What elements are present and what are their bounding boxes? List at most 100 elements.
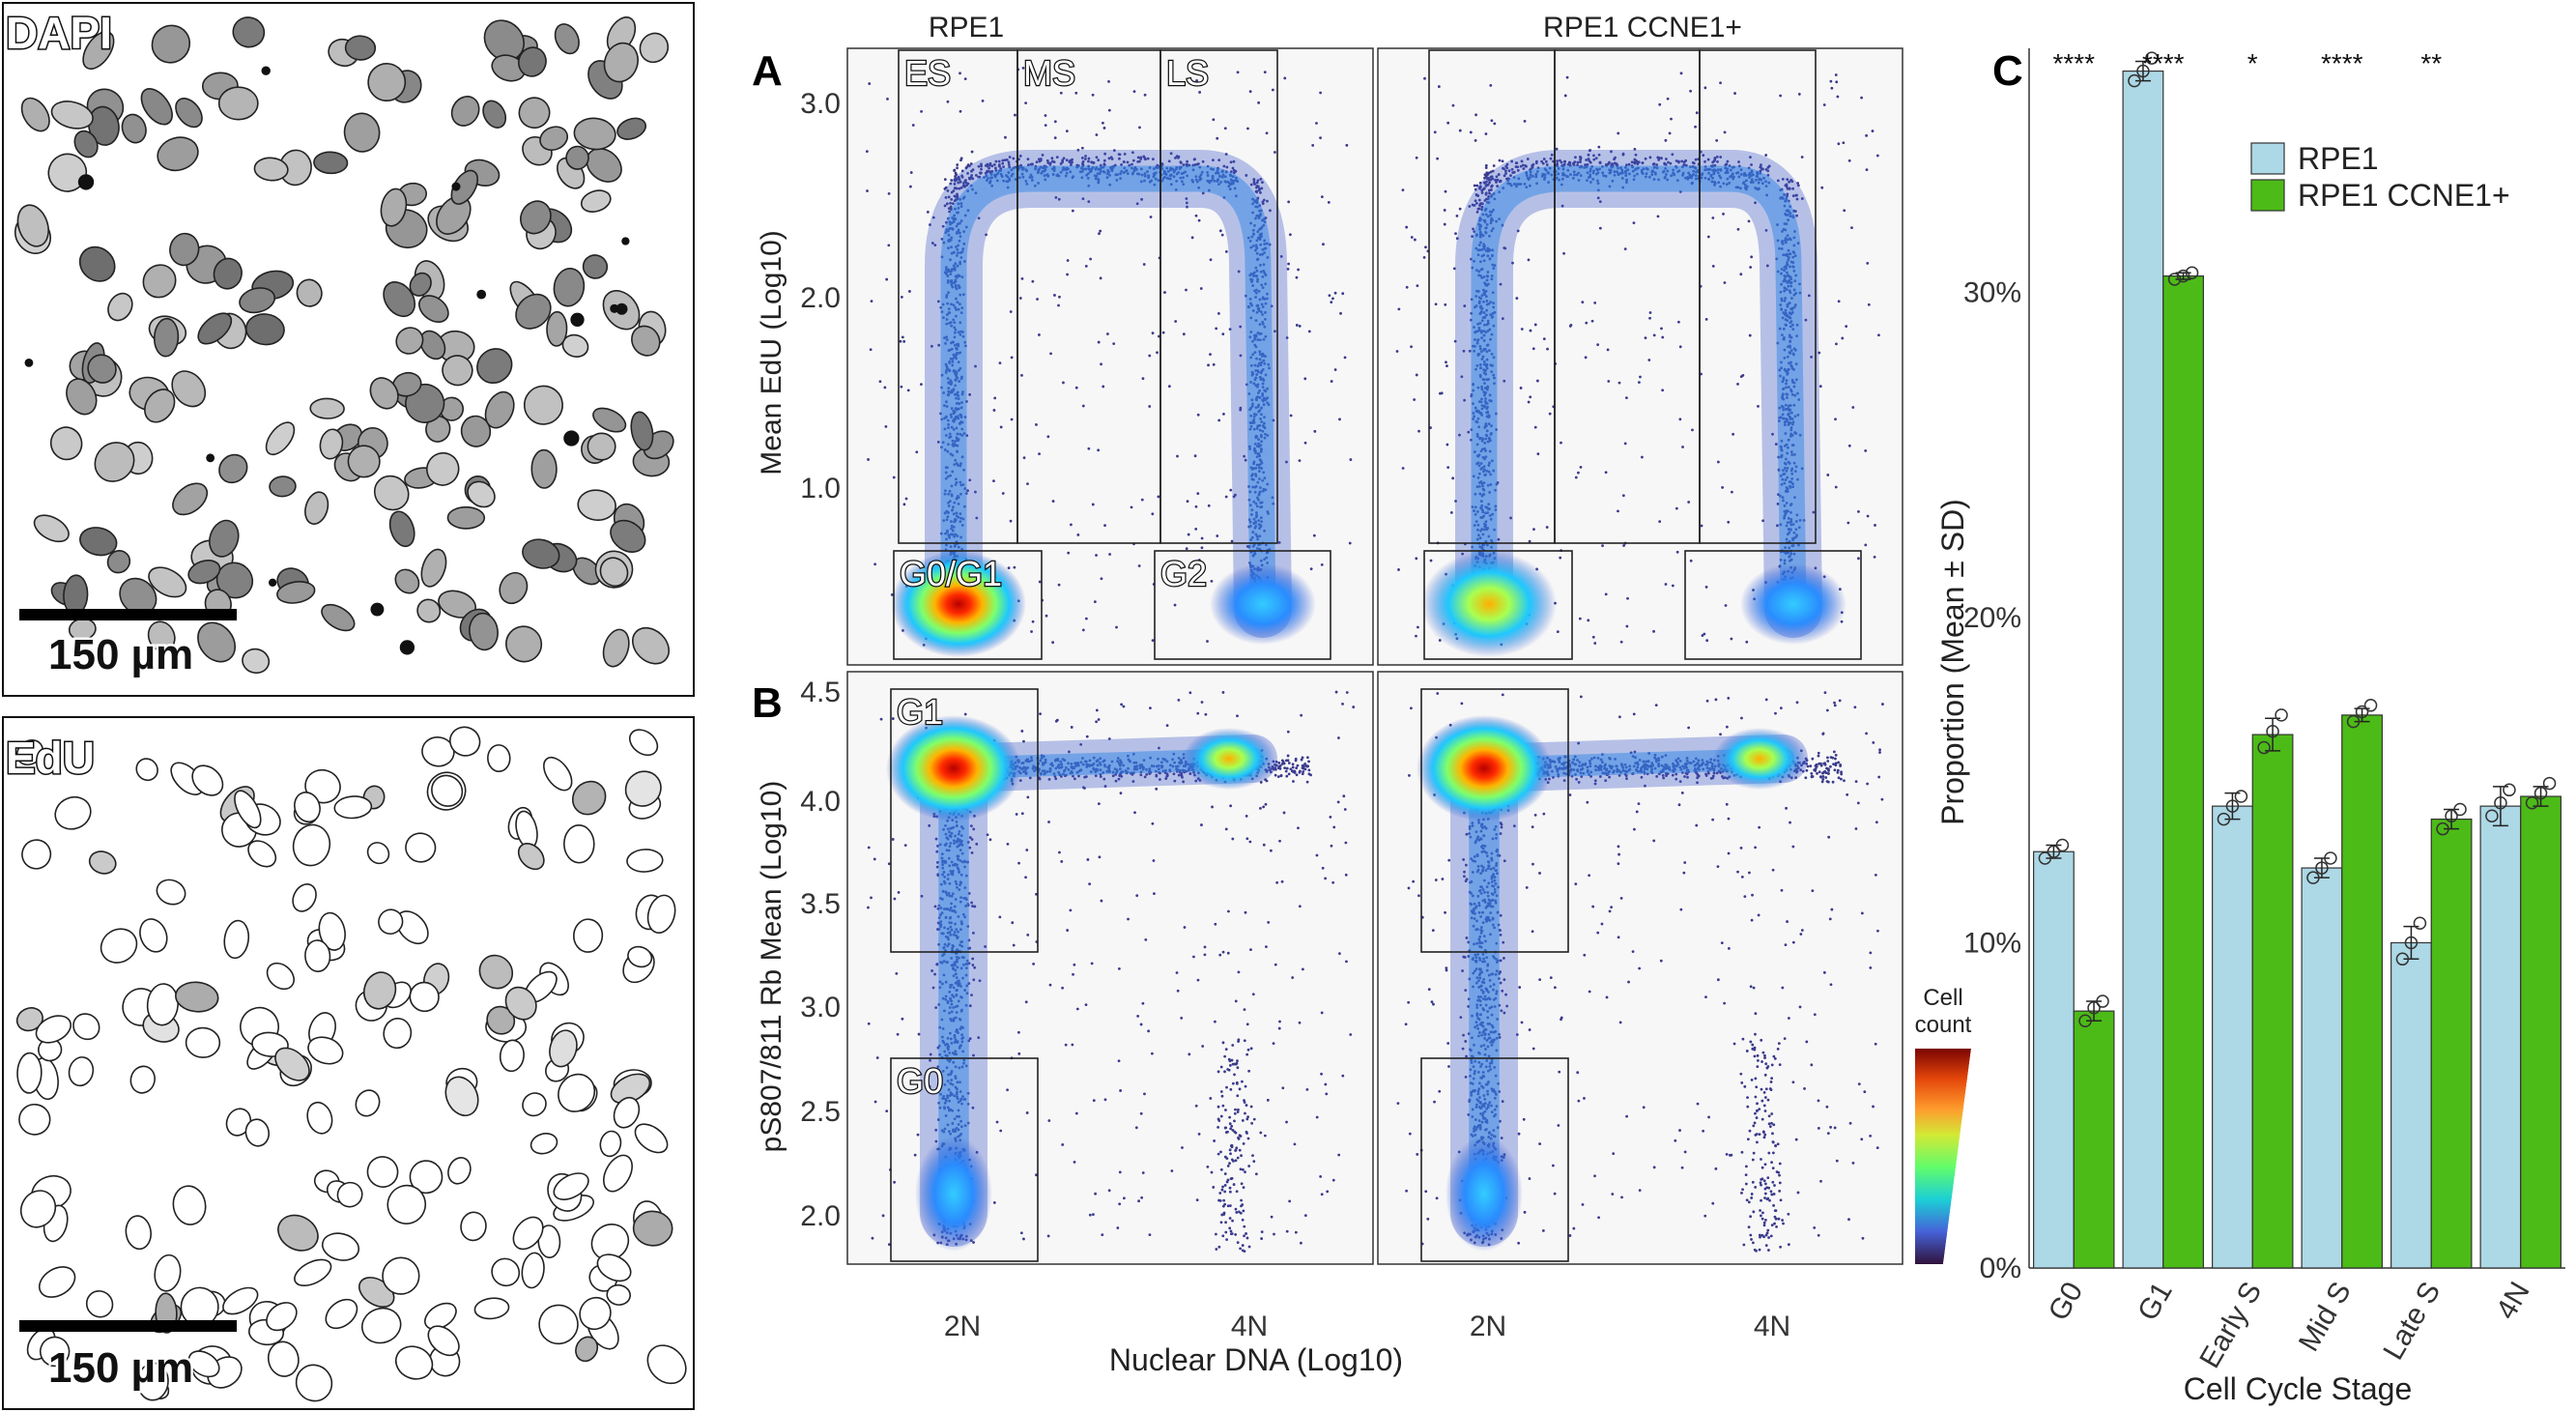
cell-event [1236, 714, 1239, 717]
cell-event [1218, 1192, 1221, 1195]
cell-event [1237, 1066, 1240, 1069]
cell-event [1329, 816, 1331, 819]
cell-event [1206, 640, 1209, 643]
cell-event [1281, 759, 1284, 762]
cell-event [1321, 1012, 1324, 1015]
cell-event [1300, 714, 1302, 717]
cell-event [1484, 173, 1487, 176]
cell-event [1026, 482, 1029, 485]
cell-event [1224, 127, 1227, 130]
cell-event [1100, 276, 1102, 279]
cell-event [1227, 1204, 1230, 1207]
cell-event [1231, 1044, 1234, 1047]
cell-event [1245, 1232, 1247, 1235]
cell-event [1231, 1177, 1234, 1180]
cell-event [1086, 735, 1089, 738]
cell-event [1277, 766, 1280, 769]
cell-event [1205, 713, 1208, 716]
cell-event [1231, 1145, 1234, 1148]
cell-event [1303, 377, 1306, 380]
cell-event [1100, 362, 1102, 365]
cell-event [1229, 1152, 1232, 1155]
cell-event [907, 389, 910, 391]
cell-event [1319, 92, 1322, 95]
cell-event [1196, 712, 1199, 715]
cell-event [1301, 759, 1303, 762]
cell-event [1213, 1139, 1216, 1142]
cell-event [1214, 1021, 1216, 1023]
cell-event [1123, 1196, 1126, 1199]
cell-event [897, 1033, 900, 1036]
cell-event [1278, 840, 1281, 843]
cell-event [1302, 764, 1304, 767]
mitotic-cell [563, 430, 579, 446]
cell-event [1274, 774, 1277, 777]
cell-event [1345, 144, 1348, 147]
cell-event [1054, 136, 1057, 139]
cell-event [1141, 499, 1144, 502]
cell-event [1230, 1125, 1233, 1128]
cell-event [1247, 1138, 1250, 1140]
cell-event [1002, 492, 1005, 495]
cell-event [1108, 553, 1111, 556]
cell-event [1123, 706, 1126, 708]
mitotic-cell [476, 290, 486, 300]
cell-event [1047, 1119, 1050, 1122]
cell-event [1306, 781, 1309, 784]
cell-event [1075, 387, 1078, 389]
dapi-scale-bar [19, 609, 237, 620]
cell-event [1073, 964, 1075, 966]
cell-event [1337, 800, 1340, 803]
cell-event [1097, 448, 1100, 451]
cell-event [1315, 122, 1318, 125]
cell-event [1240, 1204, 1243, 1207]
cell-event [1248, 841, 1251, 844]
cell-event [1337, 736, 1340, 739]
cell-event [1016, 813, 1018, 816]
cell-event [902, 340, 905, 343]
cell-event [1294, 1142, 1297, 1145]
cell-event [1283, 812, 1286, 815]
cell-event [1014, 566, 1016, 569]
cell-event [1127, 918, 1130, 921]
cell-event [893, 476, 896, 479]
cell-event [1232, 1082, 1235, 1085]
cell-event [1017, 1052, 1020, 1055]
cell-event [1212, 1186, 1215, 1189]
cell-event [1237, 1110, 1240, 1113]
cell-event [1168, 385, 1171, 388]
cell-event [1321, 563, 1324, 566]
cell-event [893, 1181, 896, 1184]
cell-event [1057, 304, 1060, 307]
cell-event [1250, 1047, 1253, 1050]
cell-event [1259, 1132, 1262, 1135]
cell-event [1227, 910, 1230, 913]
cell-event [1071, 1044, 1073, 1047]
cell-event [1244, 1112, 1246, 1115]
cell-event [1038, 333, 1041, 336]
cell-event [1232, 1160, 1235, 1163]
cell-event [998, 915, 1001, 918]
cell-event [1141, 1002, 1144, 1005]
density-blob [915, 1136, 992, 1252]
cell-event [903, 503, 906, 505]
cell-event [1020, 730, 1023, 733]
cell-event [1233, 1119, 1236, 1122]
cell-event [1030, 630, 1033, 633]
cell-event [1273, 1042, 1275, 1045]
cell-event [1246, 1237, 1249, 1240]
cell-event [1230, 1229, 1233, 1232]
cell-event [1322, 867, 1325, 870]
cell-event [905, 498, 908, 501]
cell-event [1087, 858, 1090, 861]
cell-event [1341, 292, 1344, 295]
cell-event [1273, 1233, 1275, 1236]
cell-event [1066, 274, 1069, 276]
cell-event [884, 425, 887, 428]
cell-event [1219, 1199, 1222, 1202]
cell-event [1339, 312, 1342, 315]
cell-event [868, 1023, 871, 1025]
cell-event [1228, 1162, 1231, 1165]
cell-event [993, 409, 996, 412]
cell-event [1228, 1116, 1231, 1119]
